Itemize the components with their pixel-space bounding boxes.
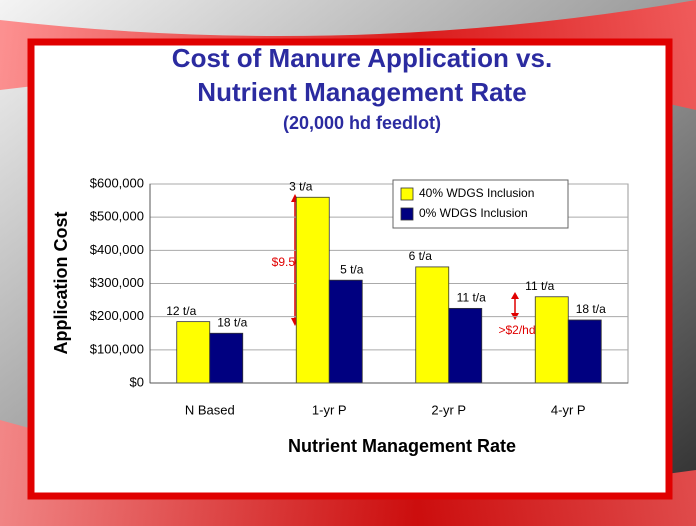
- legend-swatch: [400, 187, 414, 201]
- bar: [209, 332, 244, 384]
- bar: [328, 279, 363, 384]
- bar-label: 12 t/a: [166, 304, 196, 318]
- y-tick-label: $100,000: [90, 341, 144, 356]
- legend: [392, 179, 569, 229]
- legend-label: 0% WDGS Inclusion: [419, 206, 528, 220]
- y-tick-label: $400,000: [90, 242, 144, 257]
- x-tick-label: 1-yr P: [312, 402, 347, 417]
- chart-title: Nutrient Management Rate: [197, 77, 526, 107]
- y-tick-label: $300,000: [90, 275, 144, 290]
- bar: [415, 266, 450, 384]
- legend-swatch: [400, 207, 414, 221]
- bar-label: 5 t/a: [340, 262, 364, 276]
- bar-label: 6 t/a: [409, 249, 433, 263]
- bar: [176, 321, 211, 384]
- y-tick-label: $0: [130, 374, 144, 389]
- x-tick-label: 4-yr P: [551, 402, 586, 417]
- legend-label: 40% WDGS Inclusion: [419, 186, 534, 200]
- chart-title: Cost of Manure Application vs.: [172, 43, 552, 73]
- bar-label: 11 t/a: [525, 279, 554, 293]
- y-tick-label: $500,000: [90, 209, 144, 224]
- bar-label: 3 t/a: [289, 179, 313, 193]
- bar: [295, 196, 330, 384]
- bar: [534, 296, 569, 384]
- chart-subtitle: (20,000 hd feedlot): [283, 113, 441, 133]
- y-tick-label: $600,000: [90, 175, 144, 190]
- bar-label: 18 t/a: [217, 315, 247, 329]
- frame: [27, 38, 673, 500]
- bar: [567, 319, 602, 384]
- bar: [448, 307, 483, 384]
- x-tick-label: N Based: [185, 402, 235, 417]
- x-tick-label: 2-yr P: [431, 402, 466, 417]
- bar-label: 11 t/a: [457, 291, 486, 305]
- bar-label: 18 t/a: [576, 302, 606, 316]
- x-axis-label: Nutrient Management Rate: [288, 436, 516, 456]
- y-tick-label: $200,000: [90, 308, 144, 323]
- y-axis-label: Application Cost: [51, 211, 71, 354]
- annotation: >$2/hd: [498, 323, 535, 337]
